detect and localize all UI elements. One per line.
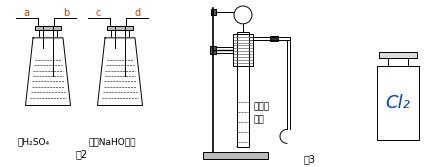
Text: 稀硫酸: 稀硫酸 xyxy=(253,102,269,111)
Bar xyxy=(39,30,57,38)
Bar xyxy=(211,9,216,15)
Bar xyxy=(388,58,408,66)
Text: 图3: 图3 xyxy=(304,154,316,164)
Text: 浓H₂SO₄: 浓H₂SO₄ xyxy=(18,137,50,146)
Text: 饱和NaHO溶液: 饱和NaHO溶液 xyxy=(88,137,136,146)
Bar xyxy=(377,66,419,140)
Text: a: a xyxy=(23,8,29,18)
Ellipse shape xyxy=(234,6,252,24)
Polygon shape xyxy=(25,38,70,106)
Text: Cl₂: Cl₂ xyxy=(386,94,410,112)
Text: c: c xyxy=(95,8,101,18)
Bar xyxy=(35,26,61,30)
Polygon shape xyxy=(98,38,143,106)
Bar xyxy=(237,32,249,147)
Bar xyxy=(210,46,216,54)
Bar xyxy=(233,34,253,66)
Bar xyxy=(270,36,278,41)
Text: b: b xyxy=(63,8,69,18)
Text: 锌粒: 锌粒 xyxy=(253,115,264,124)
Text: 图2: 图2 xyxy=(76,149,88,159)
Bar xyxy=(111,30,129,38)
Bar xyxy=(107,26,133,30)
Text: d: d xyxy=(135,8,141,18)
Bar xyxy=(379,52,417,58)
Bar xyxy=(203,152,267,159)
